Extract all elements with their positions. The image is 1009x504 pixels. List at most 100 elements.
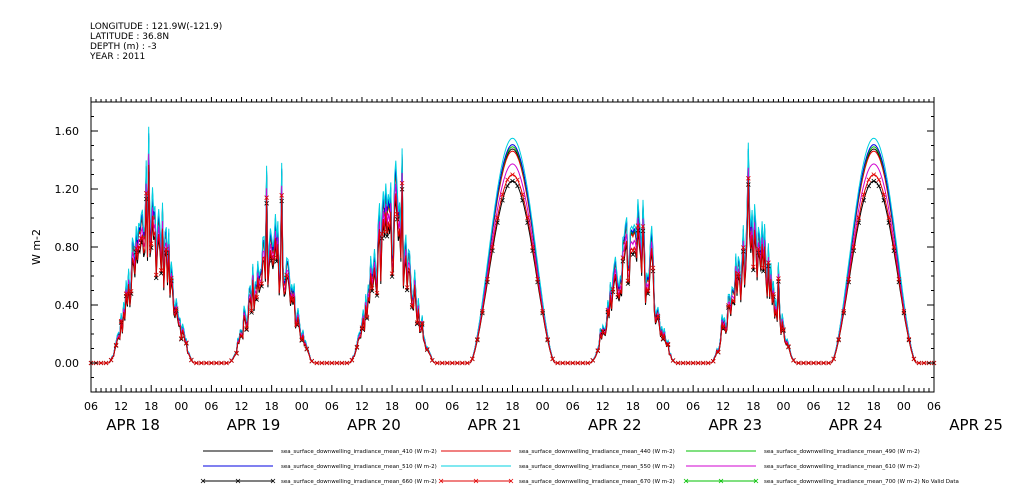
point-marker	[806, 360, 811, 366]
point-marker	[836, 337, 841, 342]
point-marker	[565, 360, 570, 366]
point-marker	[419, 320, 425, 326]
point-marker	[409, 303, 415, 308]
point-marker	[244, 327, 249, 332]
point-marker	[515, 183, 520, 189]
point-marker	[123, 291, 129, 296]
x-tick-label: 06	[325, 400, 339, 413]
legend-label: sea_surface_downwelling_irradiance_mean_…	[281, 479, 437, 485]
x-tick-label: 18	[265, 400, 279, 413]
legend-marker	[270, 478, 276, 484]
point-marker	[851, 248, 856, 254]
point-marker	[916, 360, 922, 366]
x-tick-label: 18	[746, 400, 760, 413]
point-marker	[424, 346, 430, 352]
point-marker	[163, 246, 169, 252]
legend-label: sea_surface_downwelling_irradiance_mean_…	[281, 449, 437, 455]
point-marker	[153, 272, 159, 278]
point-marker	[871, 172, 877, 177]
x-tick-label: 06	[686, 400, 700, 413]
point-marker	[725, 303, 731, 308]
plot-frame	[90, 101, 935, 393]
point-marker	[690, 360, 696, 366]
x-tick-label: 06	[445, 400, 459, 413]
point-marker	[98, 360, 104, 366]
point-marker	[344, 360, 350, 366]
point-marker	[590, 357, 596, 363]
x-tick-label: 12	[475, 400, 489, 413]
y-tick-label: 1.60	[55, 125, 80, 138]
point-marker	[179, 336, 184, 342]
legend-label: sea_surface_downwelling_irradiance_mean_…	[281, 464, 437, 470]
point-marker	[515, 177, 520, 183]
point-marker	[555, 360, 560, 366]
y-tick-label: 1.20	[55, 183, 80, 196]
legend-entry: sea_surface_downwelling_irradiance_mean_…	[200, 478, 437, 485]
point-marker	[650, 265, 656, 271]
legend-entry: sea_surface_downwelling_irradiance_mean_…	[203, 449, 437, 455]
point-marker	[174, 306, 179, 312]
series-line-1	[91, 140, 934, 364]
point-marker	[364, 314, 370, 320]
x-tick-label: 18	[867, 400, 881, 413]
point-marker	[324, 360, 330, 366]
legend-marker	[473, 478, 479, 484]
point-marker	[299, 337, 305, 342]
point-marker	[354, 344, 360, 350]
legend-marker	[753, 478, 759, 484]
point-marker	[374, 290, 380, 296]
point-marker	[695, 360, 701, 366]
x-tick-label: 18	[385, 400, 399, 413]
point-marker	[746, 176, 751, 181]
x-tick-label: 06	[566, 400, 580, 413]
x-tick-label: 00	[295, 400, 309, 413]
plot-border	[90, 101, 935, 393]
point-marker	[831, 356, 836, 362]
point-marker	[404, 285, 410, 290]
point-marker	[655, 313, 661, 319]
series-line-2	[91, 135, 934, 364]
legend-entry: sea_surface_downwelling_irradiance_mean_…	[686, 464, 920, 470]
point-marker	[796, 360, 801, 366]
point-marker	[911, 356, 917, 362]
point-marker	[670, 358, 676, 363]
point-marker	[148, 241, 154, 246]
legend-label: sea_surface_downwelling_irradiance_mean_…	[764, 479, 959, 485]
point-marker	[294, 321, 300, 326]
point-marker	[389, 271, 395, 276]
x-day-label: APR 21	[468, 416, 522, 434]
point-marker	[219, 360, 224, 366]
point-marker	[530, 244, 535, 250]
point-marker	[600, 328, 606, 334]
x-tick-label: 06	[204, 400, 218, 413]
legend-entry: sea_surface_downwelling_irradiance_mean_…	[441, 464, 675, 470]
point-marker	[791, 357, 796, 363]
point-marker	[414, 321, 420, 327]
axes: 0.00 0.40 0.80 1.20 1.60 W m-2 06 12 18 00 06 12 18 0…	[30, 97, 1003, 434]
x-tick-label: 06	[807, 400, 821, 413]
point-marker	[259, 281, 264, 286]
plot-header: LONGITUDE : 121.9W(-121.9) LATITUDE : 36…	[90, 22, 222, 62]
point-marker	[184, 340, 189, 345]
point-marker	[710, 358, 716, 364]
point-marker	[896, 276, 902, 282]
point-marker	[334, 360, 340, 366]
point-marker	[264, 195, 269, 200]
legend-label: sea_surface_downwelling_irradiance_mean_…	[519, 464, 675, 470]
point-marker	[439, 360, 445, 366]
point-marker	[399, 180, 405, 186]
point-marker	[901, 309, 907, 314]
point-marker	[444, 360, 450, 366]
point-marker	[429, 357, 435, 363]
point-marker	[314, 360, 320, 366]
point-marker	[705, 360, 711, 366]
point-marker	[485, 276, 490, 282]
point-marker	[891, 244, 897, 250]
x-tick-label: 12	[114, 400, 128, 413]
x-day-label: APR 23	[708, 416, 762, 434]
x-day-label: APR 25	[949, 416, 1003, 434]
point-marker	[364, 316, 370, 321]
y-axis-label: W m-2	[30, 229, 43, 265]
point-marker	[856, 215, 862, 220]
legend-marker	[508, 478, 514, 484]
